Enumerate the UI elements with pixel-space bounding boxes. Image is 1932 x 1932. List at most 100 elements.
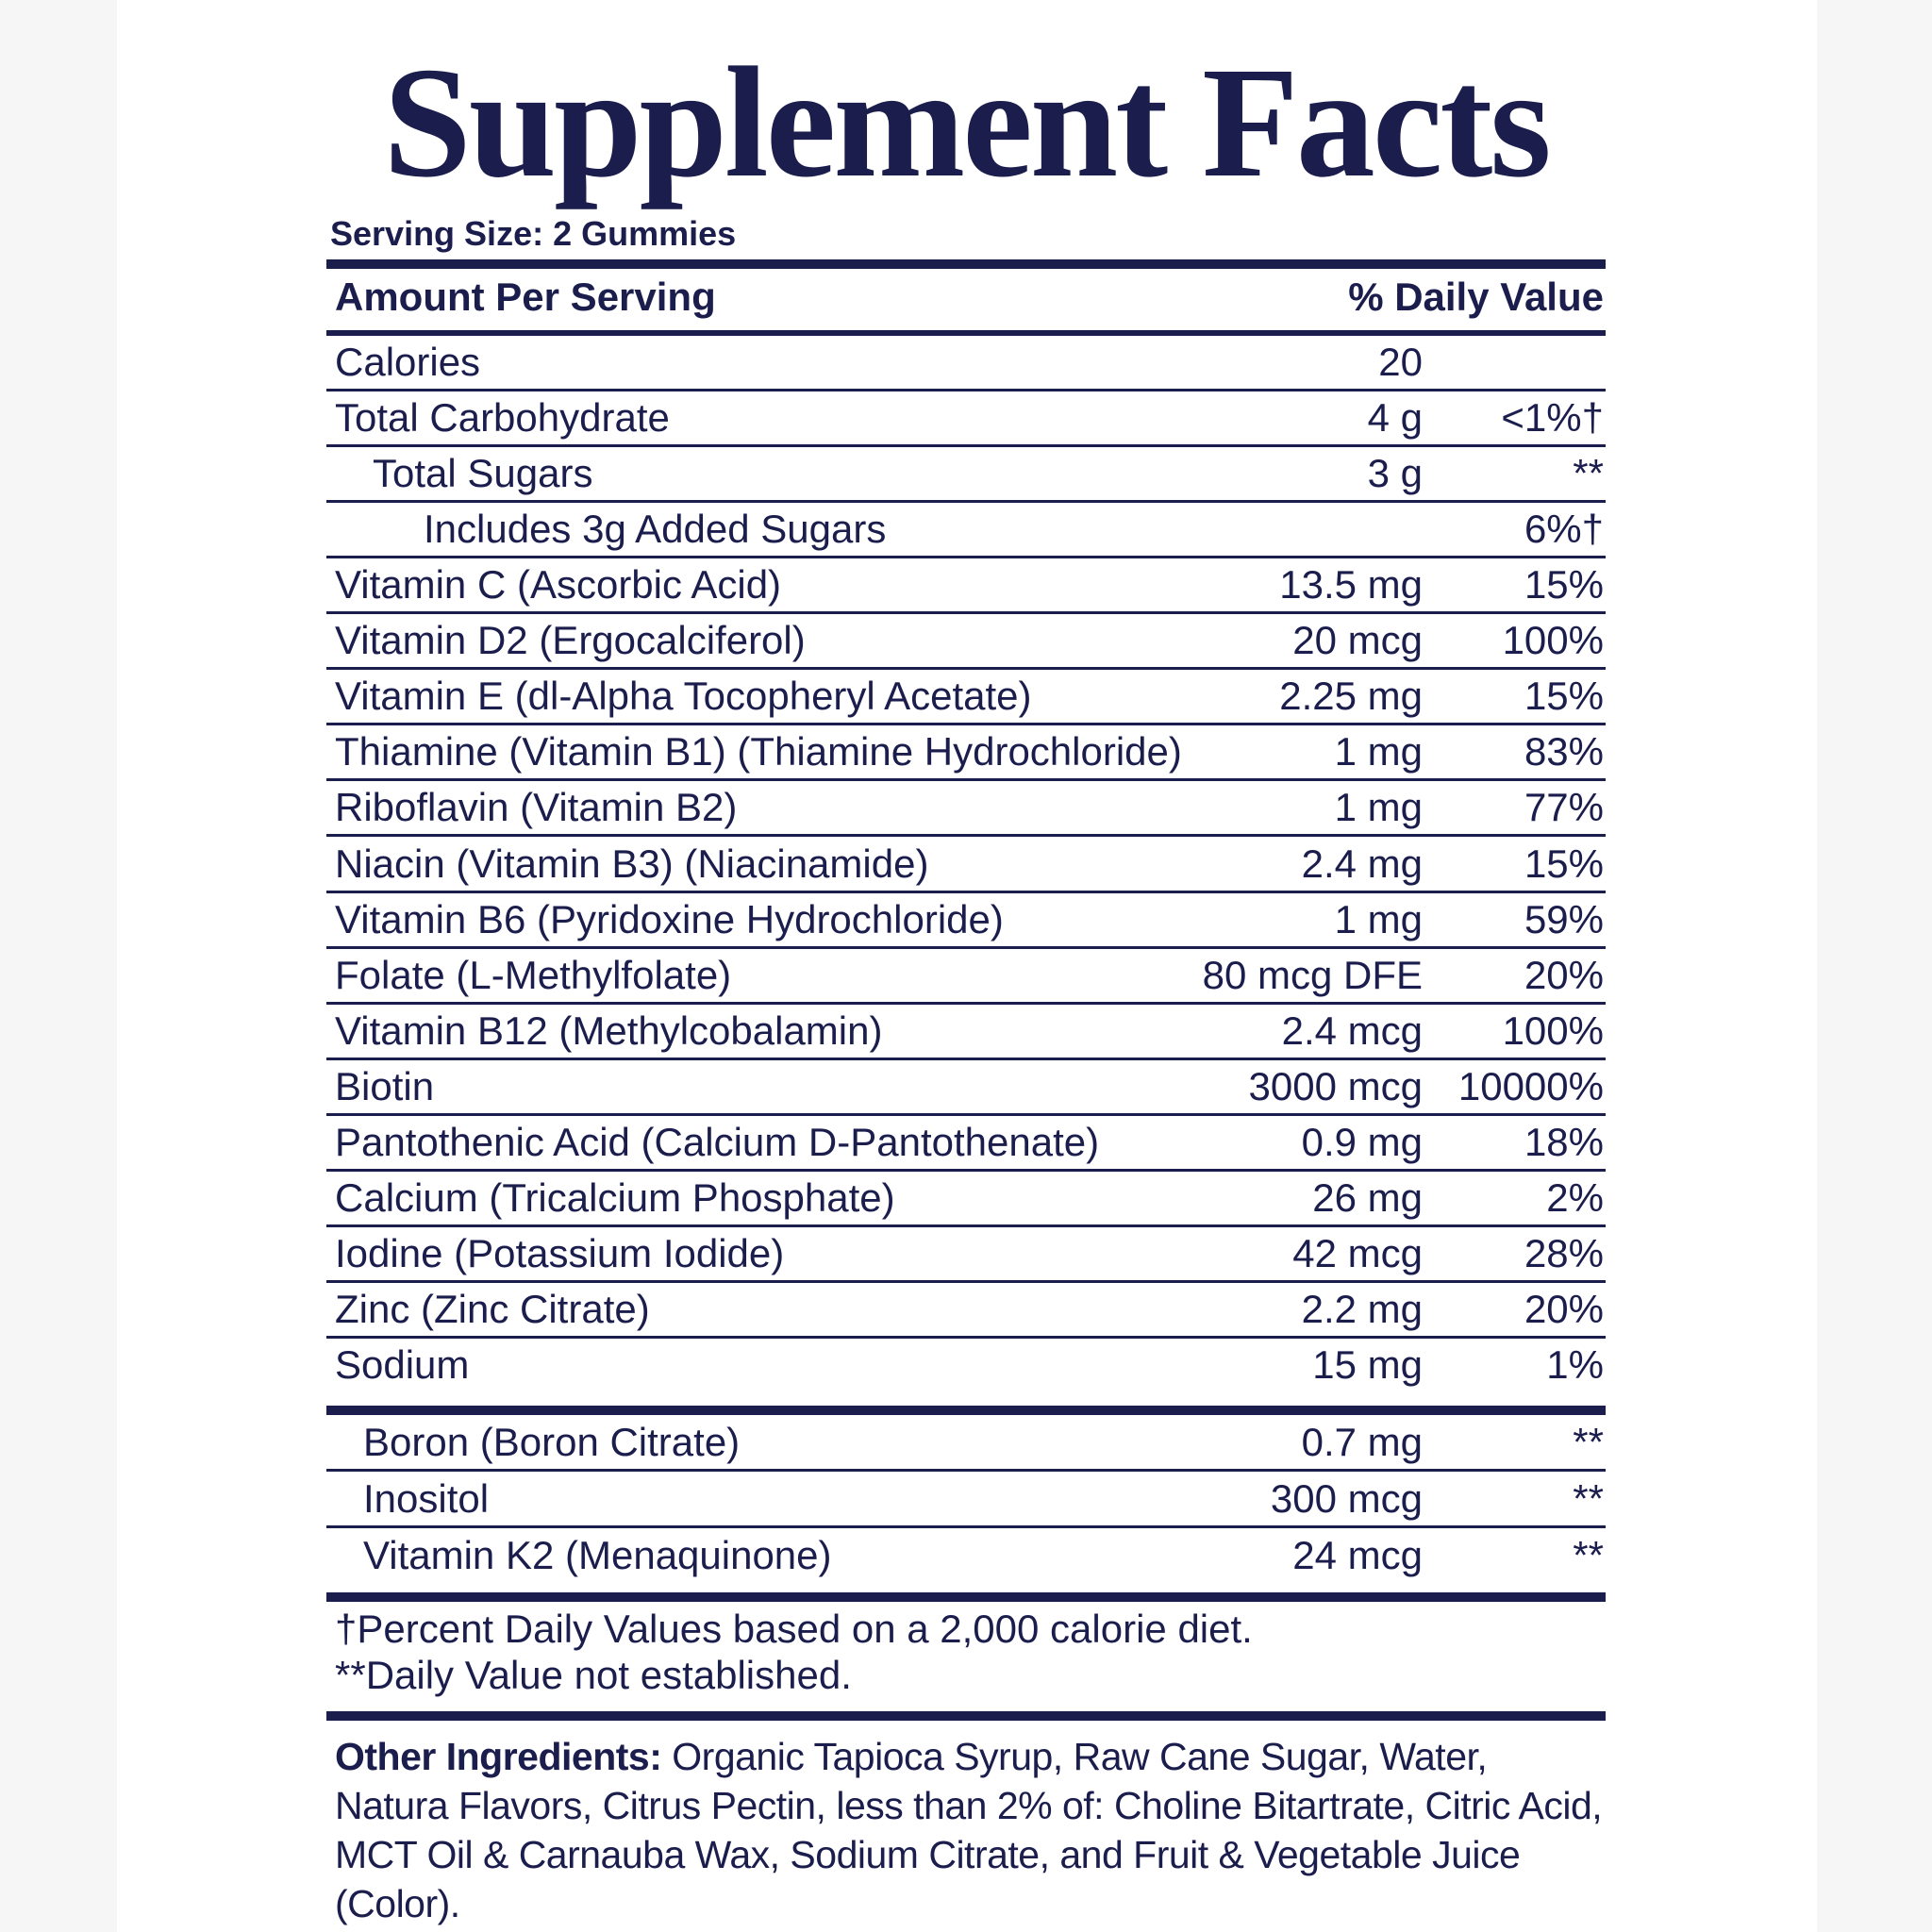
row-daily-value: <1%† bbox=[1501, 395, 1604, 441]
row-name: Pantothenic Acid (Calcium D-Pantothenate… bbox=[335, 1119, 1100, 1164]
row-name: Includes 3g Added Sugars bbox=[424, 507, 887, 552]
row-name: Vitamin B6 (Pyridoxine Hydrochloride) bbox=[335, 896, 1004, 941]
row-name: Calories bbox=[335, 340, 481, 384]
row-daily-value: 20% bbox=[1524, 1287, 1604, 1332]
rule bbox=[326, 330, 1606, 336]
row-daily-value: 15% bbox=[1524, 562, 1604, 608]
row-rule bbox=[326, 1336, 1606, 1340]
column-header: % Daily Value bbox=[1348, 275, 1604, 319]
row-name: Calcium (Tricalcium Phosphate) bbox=[335, 1174, 895, 1220]
row-rule bbox=[326, 444, 1606, 448]
row-name: Vitamin B12 (Methylcobalamin) bbox=[335, 1008, 883, 1053]
row-amount: 13.5 mg bbox=[1279, 562, 1423, 608]
row-name: Niacin (Vitamin B3) (Niacinamide) bbox=[335, 841, 929, 886]
thick-rule bbox=[326, 1711, 1606, 1721]
serving-size: Serving Size: 2 Gummies bbox=[330, 214, 737, 253]
row-daily-value: 15% bbox=[1524, 841, 1604, 886]
row-daily-value: 83% bbox=[1524, 729, 1604, 774]
thick-rule bbox=[326, 1592, 1606, 1602]
row-rule bbox=[326, 1001, 1606, 1005]
row-daily-value: 2% bbox=[1546, 1174, 1604, 1220]
row-name: Vitamin D2 (Ergocalciferol) bbox=[335, 618, 806, 663]
ingredients-label: Other Ingredients: bbox=[335, 1735, 662, 1778]
row-amount: 1 mg bbox=[1334, 785, 1423, 830]
row-daily-value: ** bbox=[1573, 1476, 1604, 1521]
row-amount: 80 mcg DFE bbox=[1202, 952, 1423, 997]
row-daily-value: 15% bbox=[1524, 674, 1604, 719]
row-daily-value: 59% bbox=[1524, 896, 1604, 941]
footnote: †Percent Daily Values based on a 2,000 c… bbox=[335, 1607, 1253, 1651]
ingredients: Other Ingredients: Organic Tapioca Syrup… bbox=[335, 1732, 1608, 1928]
title: Supplement Facts bbox=[383, 35, 1551, 210]
row-amount: 300 mcg bbox=[1270, 1476, 1423, 1521]
row-daily-value: 77% bbox=[1524, 785, 1604, 830]
row-name: Biotin bbox=[335, 1063, 435, 1108]
row-daily-value: 10000% bbox=[1457, 1063, 1604, 1108]
ingredients-text: Organic Tapioca Syrup, Raw Cane Sugar, W… bbox=[335, 1735, 1603, 1925]
row-daily-value: ** bbox=[1573, 1533, 1604, 1577]
row-amount: 2.2 mg bbox=[1301, 1287, 1423, 1332]
row-name: Vitamin E (dl-Alpha Tocopheryl Acetate) bbox=[335, 674, 1032, 719]
column-header: Amount Per Serving bbox=[335, 275, 716, 319]
row-amount: 1 mg bbox=[1334, 729, 1423, 774]
row-name: Vitamin K2 (Menaquinone) bbox=[363, 1533, 832, 1577]
row-amount: 0.7 mg bbox=[1301, 1420, 1423, 1464]
row-amount: 2.4 mcg bbox=[1281, 1008, 1423, 1053]
row-rule bbox=[326, 1168, 1606, 1172]
row-rule bbox=[326, 611, 1606, 615]
row-name: Inositol bbox=[363, 1476, 490, 1521]
row-name: Thiamine (Vitamin B1) (Thiamine Hydrochl… bbox=[335, 729, 1182, 774]
row-name: Folate (L-Methylfolate) bbox=[335, 952, 732, 997]
row-rule bbox=[326, 1279, 1606, 1283]
row-daily-value: ** bbox=[1573, 451, 1604, 496]
row-rule bbox=[326, 389, 1606, 391]
row-amount: 2.25 mg bbox=[1279, 674, 1423, 719]
row-name: Boron (Boron Citrate) bbox=[363, 1420, 741, 1464]
row-amount: 2.4 mg bbox=[1301, 841, 1423, 886]
row-daily-value: 1% bbox=[1546, 1342, 1604, 1388]
thick-rule bbox=[326, 1406, 1606, 1415]
row-name: Total Sugars bbox=[373, 451, 593, 496]
row-daily-value: ** bbox=[1573, 1420, 1604, 1464]
row-amount: 20 mcg bbox=[1292, 618, 1423, 663]
row-rule bbox=[326, 723, 1606, 726]
row-name: Zinc (Zinc Citrate) bbox=[335, 1287, 650, 1332]
row-daily-value: 6%† bbox=[1524, 507, 1604, 552]
footnote: **Daily Value not established. bbox=[335, 1653, 852, 1697]
row-name: Sodium bbox=[335, 1342, 470, 1388]
row-rule bbox=[326, 1469, 1606, 1472]
row-daily-value: 20% bbox=[1524, 952, 1604, 997]
row-amount: 26 mg bbox=[1312, 1174, 1423, 1220]
row-amount: 0.9 mg bbox=[1301, 1119, 1423, 1164]
row-rule bbox=[326, 945, 1606, 949]
row-amount: 15 mg bbox=[1312, 1342, 1423, 1388]
label-panel bbox=[117, 0, 1817, 1932]
row-rule bbox=[326, 556, 1606, 559]
row-amount: 20 bbox=[1378, 340, 1423, 384]
row-daily-value: 18% bbox=[1524, 1119, 1604, 1164]
row-name: Total Carbohydrate bbox=[335, 395, 670, 441]
row-daily-value: 100% bbox=[1502, 1008, 1604, 1053]
row-amount: 3000 mcg bbox=[1248, 1063, 1423, 1108]
thick-rule bbox=[326, 259, 1606, 269]
row-rule bbox=[326, 1057, 1606, 1060]
row-amount: 24 mcg bbox=[1292, 1533, 1423, 1577]
row-rule bbox=[326, 1112, 1606, 1116]
row-amount: 4 g bbox=[1367, 395, 1423, 441]
row-rule bbox=[326, 778, 1606, 782]
row-amount: 42 mcg bbox=[1292, 1230, 1423, 1275]
row-rule bbox=[326, 1525, 1606, 1528]
row-name: Riboflavin (Vitamin B2) bbox=[335, 785, 738, 830]
row-amount: 1 mg bbox=[1334, 896, 1423, 941]
row-rule bbox=[326, 1224, 1606, 1227]
row-amount: 3 g bbox=[1367, 451, 1423, 496]
row-rule bbox=[326, 667, 1606, 671]
row-rule bbox=[326, 834, 1606, 838]
row-name: Vitamin C (Ascorbic Acid) bbox=[335, 562, 782, 608]
row-rule bbox=[326, 890, 1606, 893]
row-daily-value: 100% bbox=[1502, 618, 1604, 663]
row-rule bbox=[326, 500, 1606, 504]
row-daily-value: 28% bbox=[1524, 1230, 1604, 1275]
row-name: Iodine (Potassium Iodide) bbox=[335, 1230, 785, 1275]
